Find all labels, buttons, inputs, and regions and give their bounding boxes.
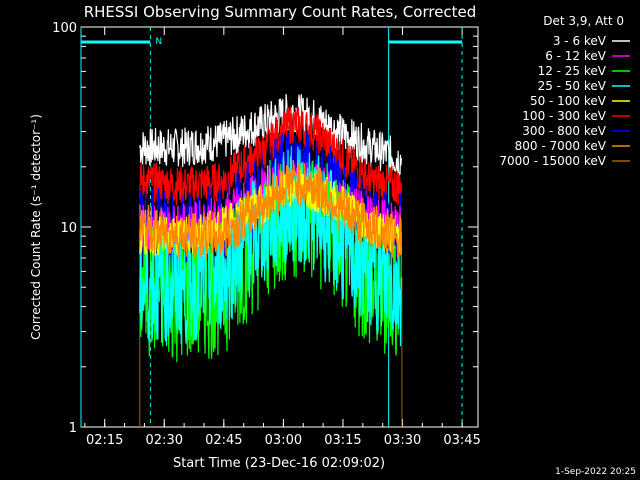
y-tick-label-1: 10 [60, 221, 77, 236]
plot-area: 02:15 02:30 02:45 03:00 03:15 03:30 03:45 1101… [52, 21, 481, 448]
y-axis-ticks: 1 10 100 [52, 21, 478, 436]
x-tick-label-1: 02:30 [146, 433, 183, 448]
legend-label-1: 6 - 12 keV [545, 49, 607, 63]
legend-label-2: 12 - 25 keV [538, 64, 607, 78]
x-tick-label-6: 03:45 [443, 433, 480, 448]
legend-label-4: 50 - 100 keV [530, 94, 607, 108]
legend-label-8: 7000 - 15000 keV [499, 154, 606, 168]
x-tick-label-0: 02:15 [86, 433, 123, 448]
series-line-800-7000-kev [139, 159, 402, 260]
x-tick-label-4: 03:15 [324, 433, 361, 448]
x-tick-label-5: 03:30 [384, 433, 421, 448]
x-tick-label-3: 03:00 [265, 433, 302, 448]
legend-label-6: 300 - 800 keV [522, 124, 606, 138]
legend-label-5: 100 - 300 keV [522, 109, 606, 123]
legend-title: Det 3,9, Att 0 [543, 14, 624, 28]
footer-timestamp: 1-Sep-2022 20:25 [555, 467, 636, 477]
night-marker: N [155, 37, 162, 47]
legend-label-3: 25 - 50 keV [538, 79, 607, 93]
legend-label-7: 800 - 7000 keV [515, 139, 607, 153]
series-line-25-50-kev [139, 146, 402, 347]
series-line-3-6-kev [139, 94, 402, 176]
y-axis-label: Corrected Count Rate (s⁻¹ detector⁻¹) [29, 114, 43, 340]
y-tick-label-2: 100 [52, 21, 77, 36]
series-line-100-300-kev [139, 106, 402, 206]
x-axis-ticks: 02:15 02:30 02:45 03:00 03:15 03:30 03:45 [84, 27, 481, 448]
series-lines [139, 94, 403, 427]
y-tick-label-0: 1 [69, 421, 77, 436]
x-tick-label-2: 02:45 [205, 433, 242, 448]
legend-label-0: 3 - 6 keV [553, 34, 607, 48]
x-axis-label: Start Time (23-Dec-16 02:09:02) [173, 456, 385, 471]
chart-title: RHESSI Observing Summary Count Rates, Co… [84, 3, 477, 21]
